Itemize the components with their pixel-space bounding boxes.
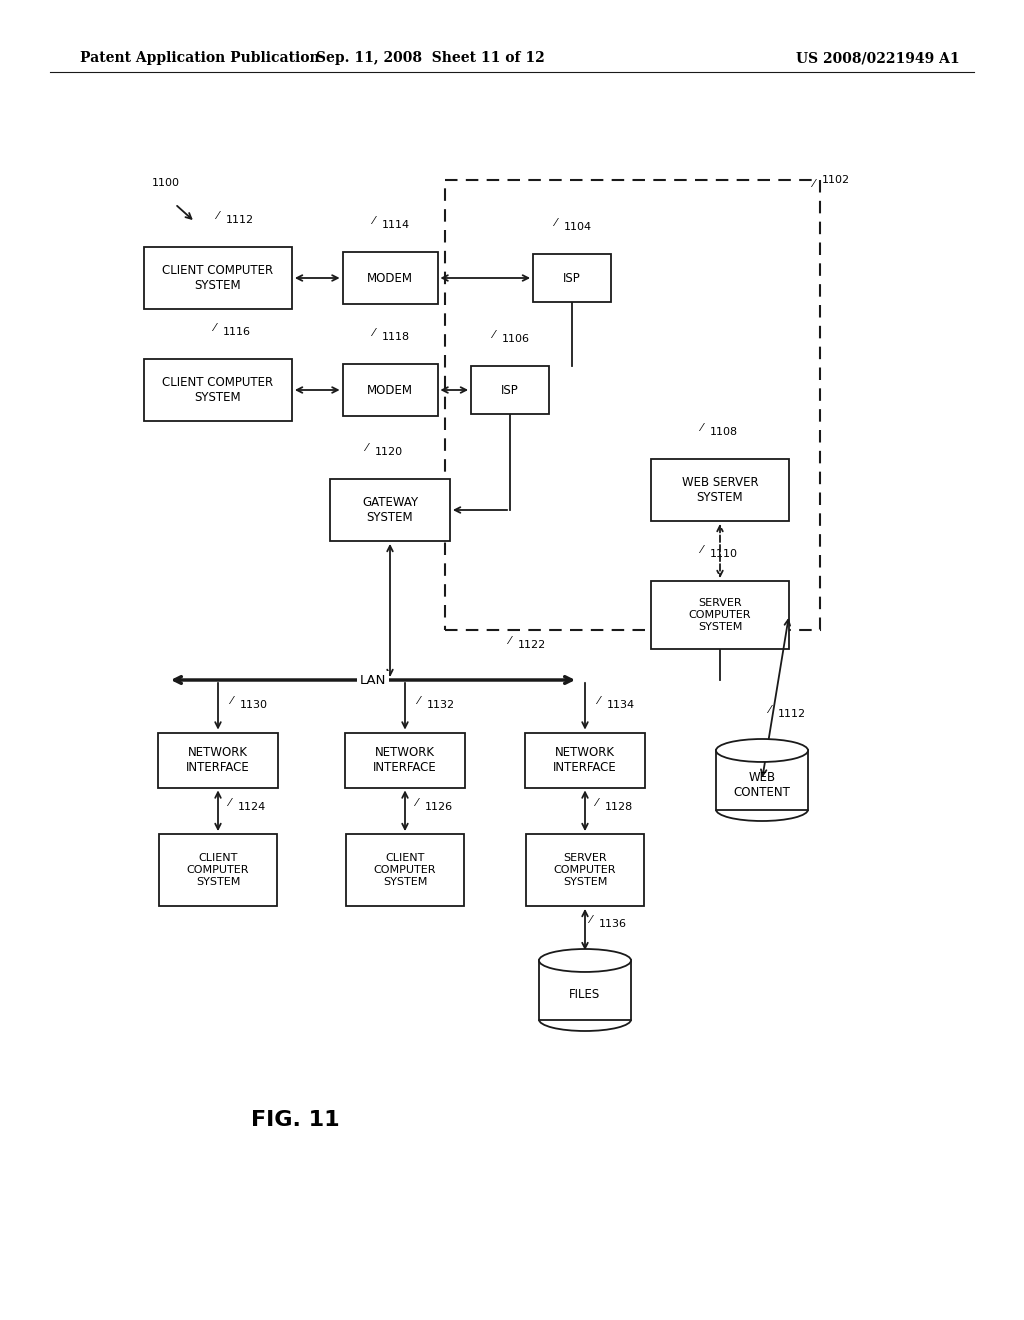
Bar [651, 581, 790, 649]
Text: 1120: 1120 [375, 447, 403, 457]
Text: ⁄: ⁄ [812, 180, 814, 189]
Text: US 2008/0221949 A1: US 2008/0221949 A1 [797, 51, 961, 65]
Text: CLIENT
COMPUTER
SYSTEM: CLIENT COMPUTER SYSTEM [374, 854, 436, 887]
Text: NETWORK
INTERFACE: NETWORK INTERFACE [186, 746, 250, 774]
Text: 1118: 1118 [382, 333, 411, 342]
Text: ⁄: ⁄ [493, 330, 494, 341]
Text: 1134: 1134 [607, 701, 635, 710]
Text: ISP: ISP [501, 384, 519, 396]
Bar [330, 479, 450, 541]
Text: ⁄: ⁄ [508, 636, 510, 645]
Text: 1100: 1100 [152, 178, 180, 187]
Text: ⁄: ⁄ [366, 444, 367, 453]
Text: ⁄: ⁄ [768, 705, 770, 715]
Text: 1130: 1130 [240, 701, 268, 710]
Text: ⁄: ⁄ [700, 545, 701, 554]
Text: ⁄: ⁄ [595, 799, 597, 808]
Text: ⁄: ⁄ [589, 915, 591, 925]
Text: 1128: 1128 [605, 803, 633, 812]
Text: ⁄: ⁄ [213, 323, 215, 333]
Text: SERVER
COMPUTER
SYSTEM: SERVER COMPUTER SYSTEM [689, 598, 752, 631]
Text: WEB SERVER
SYSTEM: WEB SERVER SYSTEM [682, 477, 759, 504]
Text: 1102: 1102 [822, 176, 850, 185]
Text: FIG. 11: FIG. 11 [251, 1110, 339, 1130]
Text: ⁄: ⁄ [700, 422, 701, 433]
Text: ⁄: ⁄ [417, 697, 419, 706]
Bar [144, 247, 292, 309]
Text: 1104: 1104 [564, 222, 592, 232]
Text: ⁄: ⁄ [372, 327, 374, 338]
Text: Patent Application Publication: Patent Application Publication [80, 51, 319, 65]
Text: MODEM: MODEM [367, 272, 413, 285]
Bar [525, 733, 645, 788]
Bar [471, 366, 549, 414]
Text: 1126: 1126 [425, 803, 454, 812]
Text: ISP: ISP [563, 272, 581, 285]
Text: ⁄: ⁄ [228, 799, 230, 808]
Text: FILES: FILES [569, 989, 601, 1002]
Bar [716, 751, 808, 809]
Ellipse shape [716, 739, 808, 762]
Text: CLIENT COMPUTER
SYSTEM: CLIENT COMPUTER SYSTEM [163, 376, 273, 404]
Text: GATEWAY
SYSTEM: GATEWAY SYSTEM [361, 496, 418, 524]
Text: ⁄: ⁄ [597, 697, 599, 706]
Bar [159, 834, 278, 906]
Bar [526, 834, 644, 906]
Text: 1112: 1112 [226, 215, 254, 224]
Text: SERVER
COMPUTER
SYSTEM: SERVER COMPUTER SYSTEM [554, 854, 616, 887]
Text: ⁄: ⁄ [415, 799, 417, 808]
Bar [345, 733, 465, 788]
Text: NETWORK
INTERFACE: NETWORK INTERFACE [553, 746, 616, 774]
Bar [539, 961, 631, 1019]
Bar [346, 834, 464, 906]
Text: Sep. 11, 2008  Sheet 11 of 12: Sep. 11, 2008 Sheet 11 of 12 [315, 51, 545, 65]
Text: WEB
CONTENT: WEB CONTENT [733, 771, 791, 799]
Text: 1106: 1106 [502, 334, 530, 345]
Bar [651, 459, 790, 521]
Text: 1114: 1114 [382, 220, 411, 230]
Text: ⁄: ⁄ [216, 211, 218, 220]
Bar [534, 253, 611, 302]
Bar [342, 364, 437, 416]
Text: ⁄: ⁄ [372, 216, 374, 226]
Text: 1124: 1124 [238, 803, 266, 812]
Text: 1116: 1116 [223, 327, 251, 337]
Text: 1112: 1112 [778, 709, 806, 719]
Text: 1136: 1136 [599, 919, 627, 929]
Text: 1132: 1132 [427, 701, 455, 710]
Text: 1110: 1110 [710, 549, 738, 558]
Ellipse shape [539, 949, 631, 972]
Text: LAN: LAN [359, 673, 386, 686]
Text: ⁄: ⁄ [230, 697, 232, 706]
Bar [445, 180, 820, 630]
Bar [158, 733, 278, 788]
Text: 1108: 1108 [710, 426, 738, 437]
Bar [342, 252, 437, 304]
Text: CLIENT
COMPUTER
SYSTEM: CLIENT COMPUTER SYSTEM [186, 854, 249, 887]
Bar [144, 359, 292, 421]
Text: CLIENT COMPUTER
SYSTEM: CLIENT COMPUTER SYSTEM [163, 264, 273, 292]
Text: 1122: 1122 [518, 640, 546, 649]
Text: NETWORK
INTERFACE: NETWORK INTERFACE [373, 746, 437, 774]
Text: ⁄: ⁄ [554, 218, 556, 228]
Text: MODEM: MODEM [367, 384, 413, 396]
